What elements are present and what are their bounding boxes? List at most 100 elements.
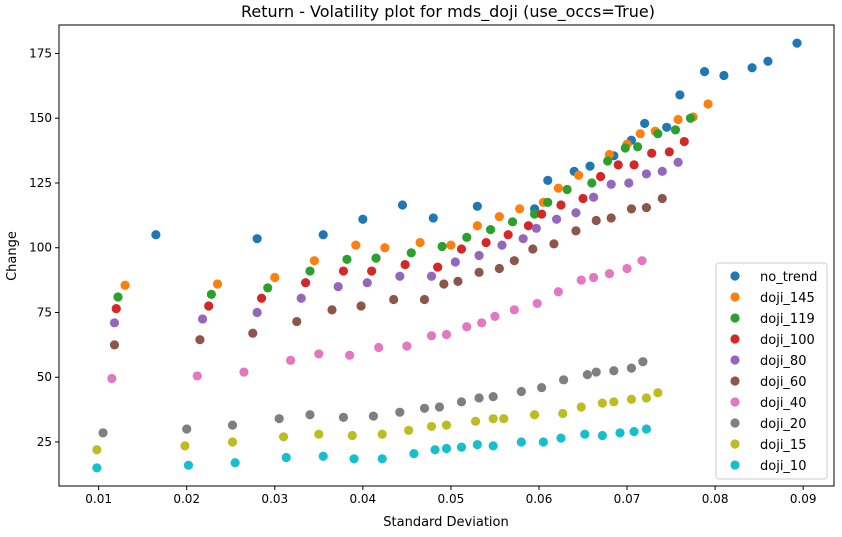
series-doji_100 bbox=[111, 136, 689, 314]
data-point bbox=[653, 129, 663, 139]
data-point bbox=[685, 113, 696, 123]
data-point bbox=[338, 412, 349, 422]
y-tick-label: 50 bbox=[37, 370, 52, 384]
series-doji_20 bbox=[98, 357, 648, 438]
legend-marker bbox=[730, 397, 740, 407]
data-point bbox=[430, 445, 440, 455]
x-tick-label: 0.07 bbox=[614, 492, 641, 506]
data-point bbox=[516, 437, 526, 447]
legend-item: doji_145 bbox=[730, 291, 815, 306]
data-point bbox=[256, 293, 267, 303]
data-point bbox=[462, 232, 472, 242]
data-point bbox=[314, 429, 324, 439]
data-point bbox=[635, 129, 645, 139]
data-point bbox=[574, 170, 584, 180]
legend-label: doji_100 bbox=[760, 333, 815, 348]
x-tick-label: 0.05 bbox=[438, 492, 465, 506]
data-point bbox=[472, 221, 482, 231]
data-point bbox=[292, 316, 302, 327]
legend-marker bbox=[730, 418, 740, 428]
data-point bbox=[613, 160, 623, 170]
data-point bbox=[368, 411, 379, 421]
data-point bbox=[556, 200, 566, 210]
legend-item: doji_119 bbox=[730, 312, 815, 327]
data-point bbox=[792, 38, 802, 48]
data-point bbox=[626, 394, 637, 404]
data-point bbox=[596, 171, 606, 182]
data-point bbox=[338, 266, 349, 276]
data-point bbox=[657, 166, 667, 176]
data-point bbox=[603, 156, 613, 166]
data-point bbox=[497, 240, 507, 250]
data-point bbox=[426, 331, 437, 341]
data-point bbox=[606, 213, 616, 223]
series-doji_10 bbox=[92, 424, 652, 473]
data-point bbox=[109, 318, 120, 328]
legend-marker bbox=[730, 313, 740, 323]
data-point bbox=[456, 442, 467, 452]
legend-marker bbox=[730, 355, 740, 365]
legend-item: doji_100 bbox=[730, 333, 815, 348]
data-point bbox=[641, 202, 652, 213]
data-point bbox=[433, 262, 443, 272]
data-point bbox=[113, 292, 123, 302]
chart-title: Return - Volatility plot for mds_doji (u… bbox=[241, 2, 655, 22]
data-point bbox=[453, 276, 463, 286]
data-point bbox=[576, 275, 586, 285]
data-point bbox=[675, 90, 685, 100]
data-point bbox=[499, 414, 509, 424]
data-point bbox=[626, 204, 637, 214]
data-point bbox=[206, 289, 216, 299]
data-point bbox=[474, 393, 484, 403]
data-point bbox=[227, 420, 238, 430]
data-point bbox=[549, 239, 559, 249]
x-tick-label: 0.04 bbox=[349, 492, 376, 506]
data-point bbox=[270, 272, 280, 283]
series-doji_40 bbox=[107, 256, 647, 384]
data-point bbox=[362, 278, 372, 288]
data-point bbox=[531, 223, 541, 233]
data-point bbox=[120, 280, 130, 290]
data-point bbox=[371, 253, 381, 263]
data-point bbox=[494, 263, 504, 274]
data-point bbox=[183, 460, 194, 470]
data-point bbox=[507, 217, 518, 227]
data-point bbox=[647, 148, 657, 158]
data-point bbox=[543, 197, 553, 208]
x-tick-label: 0.06 bbox=[526, 492, 553, 506]
data-point bbox=[587, 178, 597, 188]
y-tick-label: 150 bbox=[29, 111, 52, 125]
series-doji_60 bbox=[109, 193, 667, 350]
data-point bbox=[472, 201, 482, 211]
data-point bbox=[415, 237, 425, 248]
data-point bbox=[638, 357, 648, 367]
x-axis-ticks: 0.01 0.02 0.03 0.04 0.05 0.06 0.07 0.08 0.09 bbox=[85, 486, 817, 506]
data-point bbox=[305, 410, 315, 420]
data-point bbox=[92, 445, 102, 455]
data-point bbox=[409, 449, 419, 459]
data-point bbox=[591, 215, 601, 226]
data-point bbox=[588, 192, 599, 202]
x-tick-label: 0.02 bbox=[173, 492, 200, 506]
data-point bbox=[571, 226, 581, 236]
data-point bbox=[274, 414, 284, 424]
data-point bbox=[641, 393, 652, 403]
x-axis-label: Standard Deviation bbox=[383, 515, 508, 530]
data-point bbox=[180, 441, 190, 451]
legend-label: doji_119 bbox=[760, 312, 815, 327]
data-point bbox=[637, 256, 647, 266]
data-point bbox=[252, 234, 262, 244]
legend-label: doji_40 bbox=[760, 396, 806, 411]
data-point bbox=[281, 452, 291, 463]
legend-marker bbox=[730, 292, 740, 302]
data-point bbox=[653, 388, 663, 398]
data-point bbox=[571, 208, 581, 218]
data-point bbox=[747, 63, 757, 73]
data-point bbox=[615, 428, 625, 438]
data-point bbox=[212, 279, 223, 289]
legend-label: doji_10 bbox=[760, 459, 806, 474]
data-point bbox=[543, 175, 553, 185]
y-tick-label: 125 bbox=[29, 176, 52, 190]
legend-item: doji_40 bbox=[730, 396, 806, 411]
